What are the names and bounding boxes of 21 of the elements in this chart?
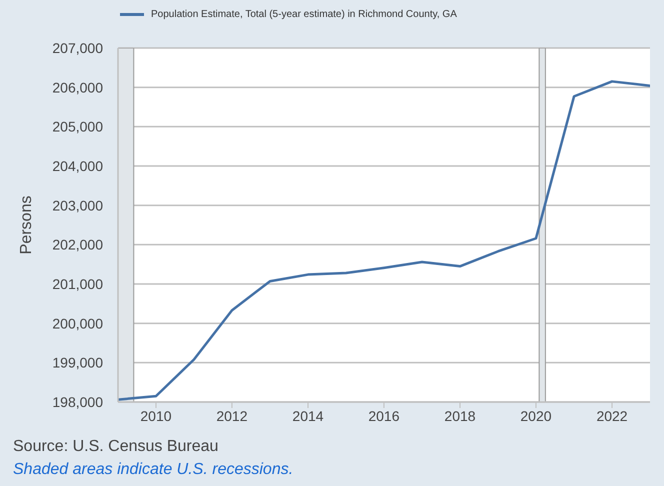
y-tick-label: 202,000: [52, 236, 104, 253]
y-tick-label: 201,000: [52, 276, 104, 292]
y-tick-label: 205,000: [52, 118, 104, 135]
y-tick-label: 200,000: [52, 315, 104, 332]
x-tick-label: 2016: [368, 408, 400, 424]
source-note: Source: U.S. Census Bureau: [13, 438, 218, 456]
text: Shaded areas indicate U.S. recessions.: [13, 461, 294, 479]
y-tick-label: 203,000: [52, 197, 104, 214]
x-tick-label: 2014: [292, 408, 324, 424]
y-axis-title: Persons: [18, 196, 36, 254]
y-tick-label: 206,000: [52, 79, 104, 96]
x-tick-label: 2022: [596, 408, 628, 424]
y-tick-label: 207,000: [52, 40, 104, 56]
legend-label: Population Estimate, Total (5-year estimate) in Richmond County, GA: [151, 9, 457, 20]
x-tick-label: 2018: [444, 408, 476, 424]
x-tick-label: 2020: [520, 408, 552, 424]
y-tick-label: 198,000: [52, 394, 104, 410]
x-tick-label: 2010: [140, 408, 172, 424]
x-tick-label: 2012: [216, 408, 248, 424]
y-tick-label: 199,000: [52, 354, 104, 371]
y-tick-label: 204,000: [52, 158, 104, 174]
